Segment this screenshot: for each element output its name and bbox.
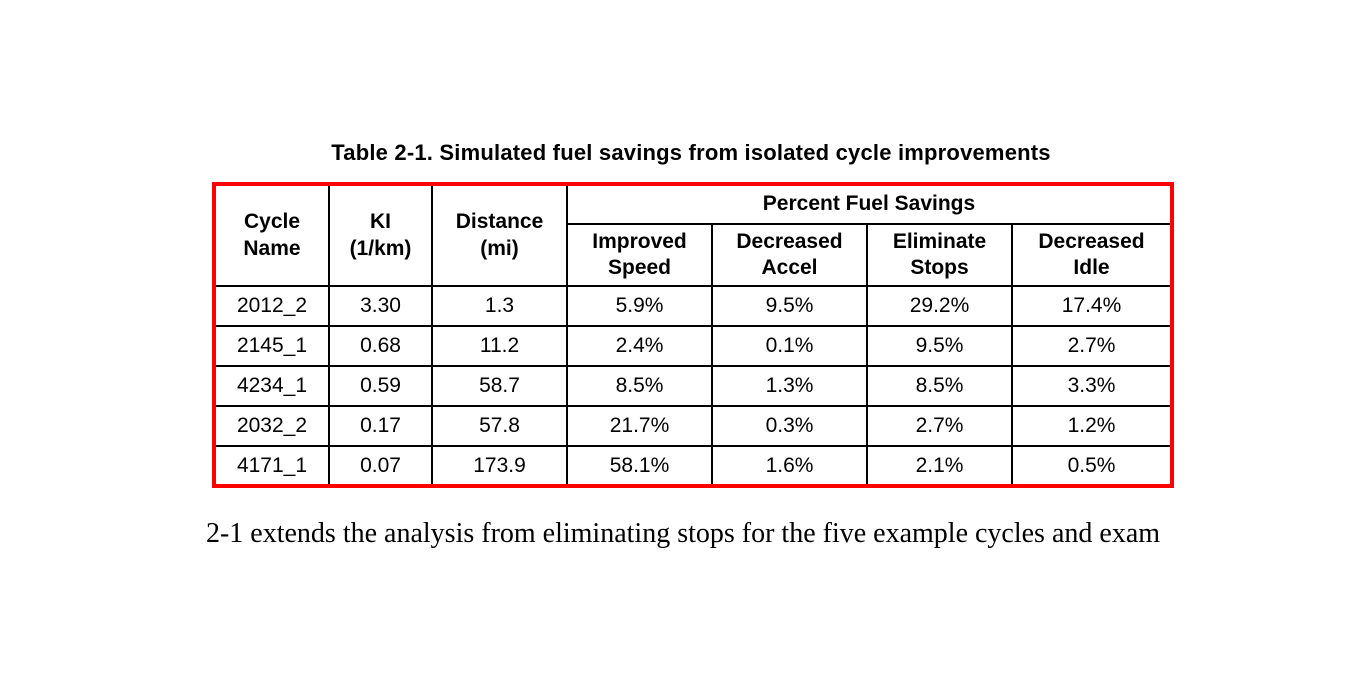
table-header-row-sub: Improved Speed Decreased Accel Eliminate… [214, 223, 1173, 287]
table-cell: 173.9 [431, 445, 568, 487]
table-cell: 1.3% [711, 365, 868, 407]
table-cell: 2145_1 [213, 325, 330, 367]
table-cell: 8.5% [566, 365, 713, 407]
table-cell: 9.5% [711, 285, 868, 327]
table-row: 2032_2 0.17 57.8 21.7% 0.3% 2.7% 1.2% [213, 405, 1173, 447]
table-cell: 0.3% [711, 405, 868, 447]
table-cell: 2.1% [866, 445, 1013, 487]
table-cell: 0.68 [328, 325, 433, 367]
table-cell: 1.2% [1011, 405, 1173, 447]
column-header-distance: Distance (mi) [431, 183, 568, 287]
column-header-decreased-accel: Decreased Accel [711, 223, 868, 287]
table-cell: 2.7% [866, 405, 1013, 447]
fuel-savings-table: Cycle Name KI (1/km) Distance (mi) Perce… [212, 182, 1174, 488]
table-cell: 0.07 [328, 445, 433, 487]
table-cell: 57.8 [431, 405, 568, 447]
table-cell: 1.6% [711, 445, 868, 487]
table-cell: 0.17 [328, 405, 433, 447]
table-cell: 11.2 [431, 325, 568, 367]
table-cell: 9.5% [866, 325, 1013, 367]
table-cell: 2.4% [566, 325, 713, 367]
table-cell: 5.9% [566, 285, 713, 327]
table-cell: 3.30 [328, 285, 433, 327]
table-cell: 58.1% [566, 445, 713, 487]
table-row: 4234_1 0.59 58.7 8.5% 1.3% 8.5% 3.3% [213, 365, 1173, 407]
table-cell: 0.5% [1011, 445, 1173, 487]
fuel-savings-table-container: Cycle Name KI (1/km) Distance (mi) Perce… [212, 182, 1174, 488]
body-text: 2-1 extends the analysis from eliminatin… [205, 518, 1161, 549]
table-cell: 21.7% [566, 405, 713, 447]
table-cell: 29.2% [866, 285, 1013, 327]
table-cell: 2.7% [1011, 325, 1173, 367]
column-header-eliminate-stops: Eliminate Stops [866, 223, 1013, 287]
table-cell: 4171_1 [213, 445, 330, 487]
column-header-decreased-idle: Decreased Idle [1011, 223, 1173, 287]
table-row: 4171_1 0.07 173.9 58.1% 1.6% 2.1% 0.5% [213, 445, 1173, 487]
column-header-improved-speed: Improved Speed [566, 223, 713, 287]
table-cell: 3.3% [1011, 365, 1173, 407]
table-cell: 0.1% [711, 325, 868, 367]
table-row: 2145_1 0.68 11.2 2.4% 0.1% 9.5% 2.7% [213, 325, 1173, 367]
table-cell: 58.7 [431, 365, 568, 407]
table-cell: 2032_2 [213, 405, 330, 447]
column-group-header-percent-fuel-savings: Percent Fuel Savings [566, 183, 1173, 225]
table-cell: 17.4% [1011, 285, 1173, 327]
table-row: 2012_2 3.30 1.3 5.9% 9.5% 29.2% 17.4% [213, 285, 1173, 327]
table-cell: 1.3 [431, 285, 568, 327]
table-cell: 8.5% [866, 365, 1013, 407]
table-cell: 2012_2 [213, 285, 330, 327]
table-cell: 0.59 [328, 365, 433, 407]
column-header-ki: KI (1/km) [328, 183, 433, 287]
table-cell: 4234_1 [213, 365, 330, 407]
table-header-row-group: Cycle Name KI (1/km) Distance (mi) Perce… [213, 183, 1173, 287]
column-header-cycle-name: Cycle Name [213, 183, 330, 287]
table-caption: Table 2-1. Simulated fuel savings from i… [331, 140, 1051, 165]
